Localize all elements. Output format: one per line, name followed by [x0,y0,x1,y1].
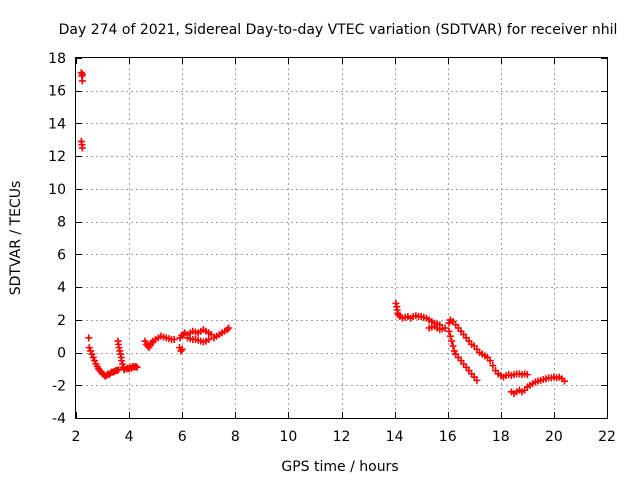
y-tick-label: 16 [48,84,66,100]
y-tick-label: -2 [52,378,66,394]
y-tick-label: 2 [57,313,66,329]
y-tick-label: 6 [57,247,66,263]
plot-frame [75,57,608,419]
data-point [178,345,186,353]
y-tick-label: 12 [48,149,66,165]
x-tick-label: 2 [72,429,81,445]
data-point [91,357,99,365]
data-point [85,344,93,352]
data-point [205,335,213,343]
data-point [177,347,185,355]
data-point [449,342,457,350]
data-point [489,362,497,370]
data-point [486,357,494,365]
data-point [88,350,96,358]
data-point [89,353,97,361]
chart-title: Day 274 of 2021, Sidereal Day-to-day VTE… [59,22,618,38]
data-point [141,337,149,345]
data-point [133,363,141,371]
data-point [473,376,481,384]
y-tick-label: 8 [57,215,66,231]
data-point [448,337,456,345]
x-tick-label: 4 [125,429,134,445]
x-tick-label: 22 [598,429,616,445]
data-point [78,144,86,152]
data-point [561,377,569,385]
y-tick-label: 14 [48,116,66,132]
y-axis-label: SDTVAR / TECUs [8,181,24,296]
data-point [441,324,449,332]
x-tick-label: 16 [439,429,457,445]
y-tick-label: -4 [52,411,66,427]
data-point [450,347,458,355]
x-tick-label: 12 [333,429,351,445]
data-point [79,70,87,78]
x-tick-label: 6 [178,429,187,445]
x-tick-label: 18 [492,429,510,445]
data-point [85,334,93,342]
axis-ticks: 2 4 6 8 10 12 14 16 18 20 22 -4 -2 0 2 4 6 8 10 12 14 16 18 [48,51,616,445]
data-point [445,319,453,327]
data-point [445,327,453,335]
y-tick-label: 0 [57,346,66,362]
x-axis-label: GPS time / hours [281,459,398,475]
data-point [114,366,122,374]
x-tick-label: 14 [386,429,404,445]
data-point [132,362,140,370]
data-point [446,332,454,340]
y-tick-label: 10 [48,182,66,198]
data-point [225,324,233,332]
grid-lines [76,58,607,418]
x-tick-label: 20 [545,429,563,445]
data-points [77,69,569,397]
y-tick-label: 18 [48,51,66,67]
data-point [113,367,121,375]
data-point [170,335,178,343]
x-tick-label: 10 [279,429,297,445]
data-point [395,311,403,319]
data-point [87,347,95,355]
data-point [523,371,531,379]
y-tick-label: 4 [57,280,66,296]
x-tick-label: 8 [231,429,240,445]
data-point [78,77,86,85]
